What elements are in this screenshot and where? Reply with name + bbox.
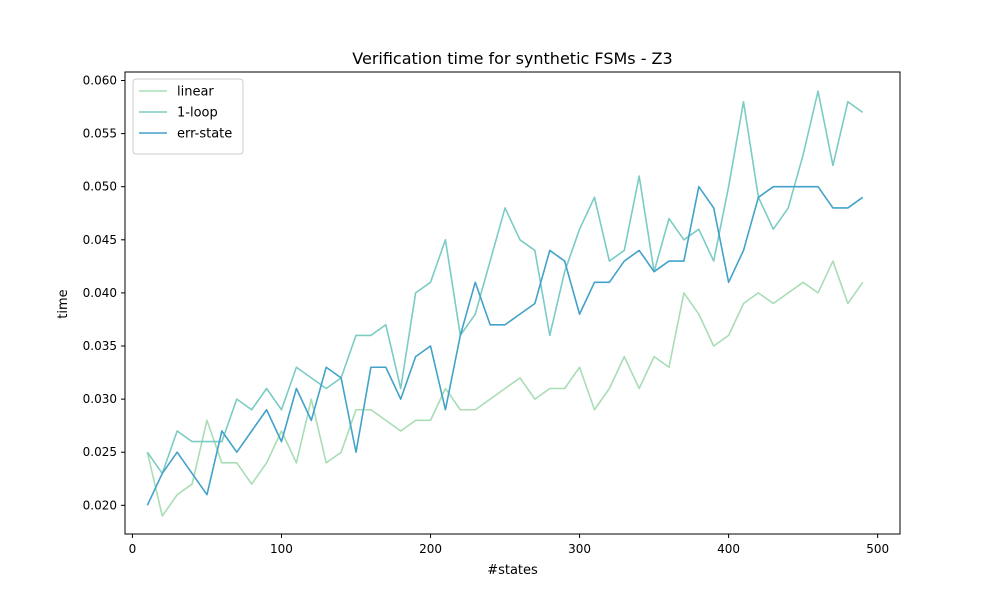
legend: linear 1-loop err-state (132, 78, 244, 155)
y-tick-label: 0.060 (83, 73, 117, 87)
x-tick-label: 500 (866, 542, 889, 556)
y-tick-label: 0.050 (83, 180, 117, 194)
y-axis: 0.020 0.025 0.030 0.035 0.040 0.045 0.050 0.055… (83, 73, 125, 512)
x-tick-label: 200 (419, 542, 442, 556)
plot-frame (124, 71, 901, 535)
x-tick-label: 300 (568, 542, 591, 556)
x-axis: 0 100 200 300 400 500 (129, 534, 889, 556)
chart-title: Verification time for synthetic FSMs - Z… (352, 49, 672, 68)
series-line-1-loop (146, 90, 864, 475)
legend-box (132, 78, 244, 155)
y-tick-label: 0.045 (83, 233, 117, 247)
x-tick-label: 400 (717, 542, 740, 556)
legend-label-err-state: err-state (177, 127, 232, 142)
y-tick-label: 0.040 (83, 286, 117, 300)
y-tick-label: 0.055 (83, 127, 117, 141)
y-axis-label: time (56, 289, 71, 318)
series-line-linear (146, 260, 864, 517)
y-tick-label: 0.035 (83, 339, 117, 353)
series-layer (146, 90, 864, 517)
legend-label-1-loop: 1-loop (177, 106, 218, 121)
y-tick-label: 0.025 (83, 445, 117, 459)
x-tick-label: 0 (129, 542, 137, 556)
x-tick-label: 100 (270, 542, 293, 556)
y-tick-label: 0.030 (83, 392, 117, 406)
series-line-err-state (146, 185, 864, 506)
x-axis-label: #states (487, 563, 538, 578)
y-tick-label: 0.020 (83, 498, 117, 512)
legend-label-linear: linear (177, 85, 214, 100)
